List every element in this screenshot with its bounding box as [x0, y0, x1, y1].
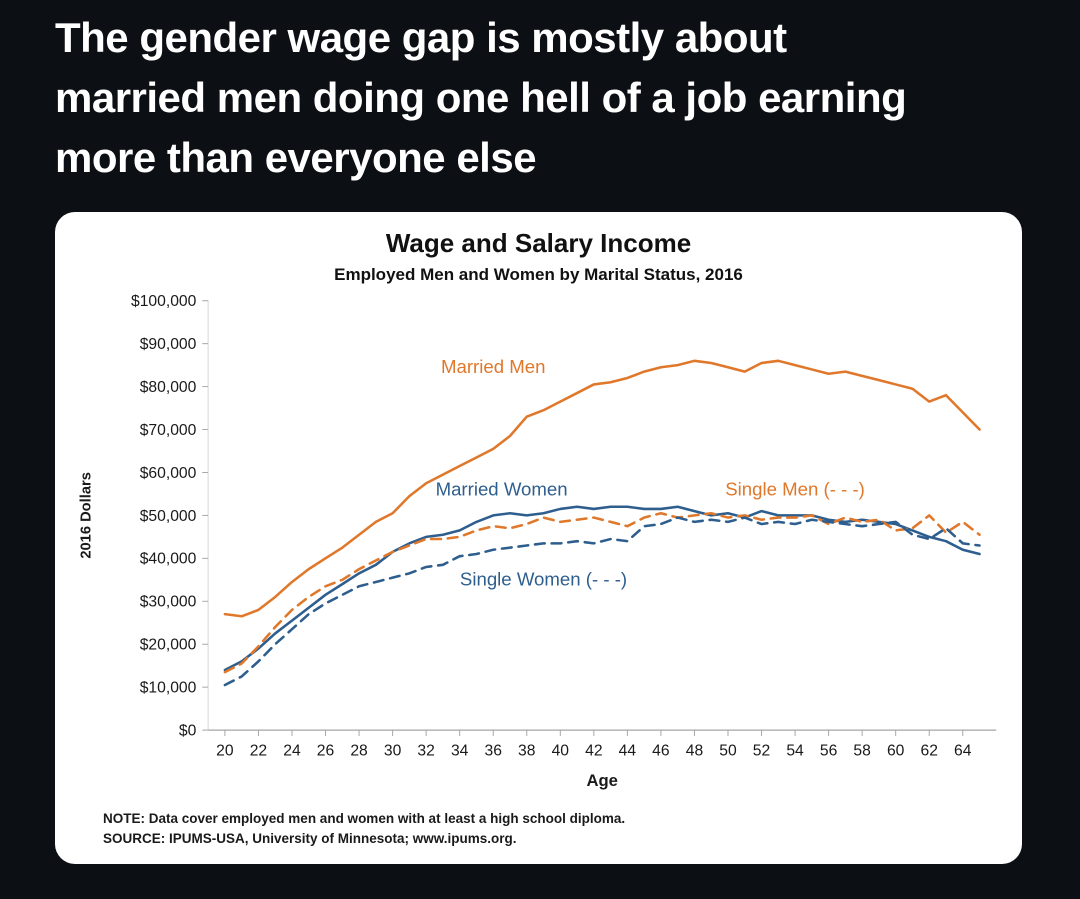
x-tick-label: 34: [451, 743, 469, 760]
post-heading: The gender wage gap is mostly about marr…: [55, 8, 1040, 188]
post-heading-line-3: more than everyone else: [55, 134, 537, 181]
x-tick-label: 32: [417, 743, 434, 760]
x-tick-label: 38: [518, 743, 536, 760]
wage-chart-svg: $0 $10,000 $20,000 $30,000 $40,000 $50,000 $60…: [78, 293, 997, 790]
series-single-women-line: [223, 516, 981, 687]
y-axis-title: 2016 Dollars: [78, 472, 94, 559]
x-tick-label: 24: [283, 743, 301, 760]
y-tick-label: $50,000: [140, 508, 197, 525]
chart-source: SOURCE: IPUMS-USA, University of Minneso…: [103, 831, 517, 847]
x-tick-label: 56: [820, 743, 838, 760]
y-tick-label: $100,000: [131, 293, 197, 310]
chart-subtitle: Employed Men and Women by Marital Status…: [334, 265, 743, 284]
post-heading-line-2: married men doing one hell of a job earn…: [55, 74, 907, 121]
x-tick-label: 50: [719, 743, 737, 760]
x-tick-label: 22: [250, 743, 267, 760]
x-tick-label: 48: [686, 743, 704, 760]
x-tick-label: 62: [921, 743, 938, 760]
chart-note: NOTE: Data cover employed men and women …: [103, 810, 626, 826]
x-tick-label: 40: [552, 743, 570, 760]
x-tick-label: 46: [652, 743, 670, 760]
series-label-married-men: Married Men: [441, 356, 545, 377]
series-label-single-women: Single Women (- - -): [460, 569, 627, 590]
series-married-men-line: [223, 359, 981, 618]
x-tick-label: 36: [484, 743, 502, 760]
y-tick-label: $70,000: [140, 422, 197, 439]
x-tick-label: 64: [954, 743, 972, 760]
chart-title: Wage and Salary Income: [385, 228, 692, 258]
series-label-married-women: Married Women: [436, 479, 568, 500]
y-tick-label: $20,000: [140, 637, 197, 654]
x-tick-label: 30: [384, 743, 402, 760]
series-label-single-men: Single Men (- - -): [725, 479, 865, 500]
x-axis-title: Age: [586, 771, 617, 790]
y-tick-label: $0: [179, 722, 197, 739]
chart-area: $0 $10,000 $20,000 $30,000 $40,000 $50,000 $60…: [65, 287, 1012, 807]
y-tick-label: $30,000: [140, 594, 197, 611]
y-tick-label: $10,000: [140, 680, 197, 697]
x-tick-label: 26: [317, 743, 335, 760]
post-heading-line-1: The gender wage gap is mostly about: [55, 14, 787, 61]
series-single-men-line: [223, 511, 981, 674]
x-tick-label: 20: [216, 743, 234, 760]
x-tick-label: 58: [853, 743, 871, 760]
y-tick-label: $60,000: [140, 465, 197, 482]
y-tick-label: $40,000: [140, 551, 197, 568]
x-tick-label: 60: [887, 743, 905, 760]
x-tick-label: 44: [619, 743, 637, 760]
x-tick-label: 52: [753, 743, 770, 760]
x-tick-label: 54: [786, 743, 804, 760]
chart-card: Wage and Salary Income Employed Men and …: [55, 212, 1022, 865]
chart-notes: NOTE: Data cover employed men and women …: [65, 807, 1012, 851]
x-tick-label: 42: [585, 743, 602, 760]
x-tick-label: 28: [350, 743, 368, 760]
y-tick-label: $90,000: [140, 336, 197, 353]
y-tick-label: $80,000: [140, 379, 197, 396]
